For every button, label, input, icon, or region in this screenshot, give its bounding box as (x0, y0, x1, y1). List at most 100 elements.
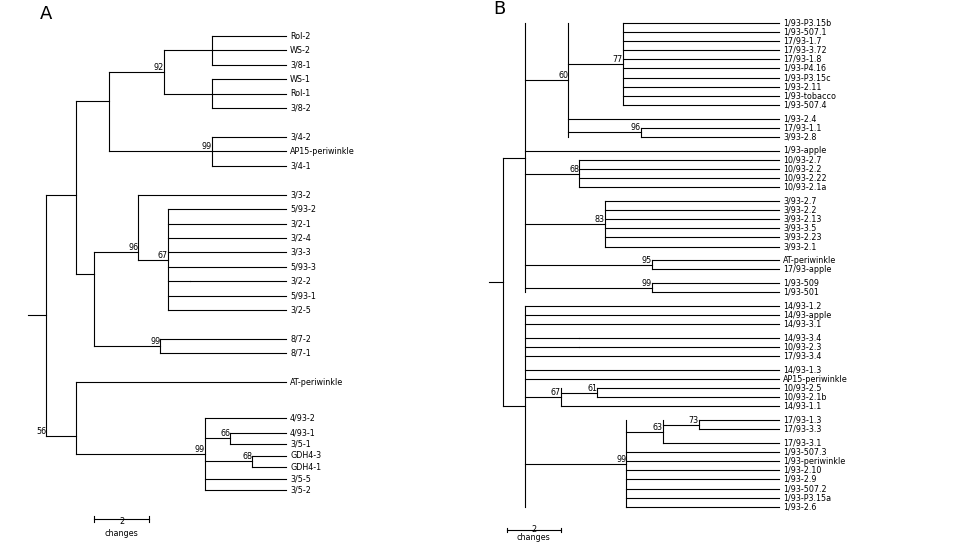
Text: 1/93-509: 1/93-509 (783, 278, 819, 288)
Text: Rol-1: Rol-1 (290, 89, 310, 98)
Text: 66: 66 (221, 430, 230, 438)
Text: 3/5-5: 3/5-5 (290, 474, 311, 483)
Text: 99: 99 (641, 279, 652, 288)
Text: 14/93-3.4: 14/93-3.4 (783, 333, 821, 342)
Text: 10/93-2.3: 10/93-2.3 (783, 342, 822, 352)
Text: B: B (493, 0, 506, 18)
Text: 17/93-3.4: 17/93-3.4 (783, 352, 822, 361)
Text: 3/93-2.23: 3/93-2.23 (783, 233, 822, 242)
Text: 10/93-2.5: 10/93-2.5 (783, 384, 822, 393)
Text: 1/93-2.4: 1/93-2.4 (783, 114, 816, 123)
Text: 3/93-2.1: 3/93-2.1 (783, 242, 816, 251)
Text: 17/93-1.1: 17/93-1.1 (783, 123, 822, 133)
Text: GDH4-1: GDH4-1 (290, 463, 322, 472)
Text: 17/93-3.72: 17/93-3.72 (783, 45, 827, 55)
Text: 17/93-1.3: 17/93-1.3 (783, 415, 822, 425)
Text: 1/93-apple: 1/93-apple (783, 146, 827, 155)
Text: 3/4-1: 3/4-1 (290, 161, 311, 170)
Text: 68: 68 (569, 164, 579, 174)
Text: AP15-periwinkle: AP15-periwinkle (783, 374, 848, 384)
Text: 99: 99 (194, 446, 204, 454)
Text: 3/93-2.7: 3/93-2.7 (783, 196, 817, 206)
Text: 14/93-3.1: 14/93-3.1 (783, 319, 821, 329)
Text: 99: 99 (202, 142, 212, 151)
Text: 10/93-2.7: 10/93-2.7 (783, 155, 822, 164)
Text: 1/93-507.1: 1/93-507.1 (783, 27, 827, 37)
Text: changes: changes (517, 533, 551, 541)
Text: 17/93-1.8: 17/93-1.8 (783, 55, 822, 64)
Text: 14/93-1.2: 14/93-1.2 (783, 301, 822, 311)
Text: 10/93-2.22: 10/93-2.22 (783, 174, 827, 182)
Text: 3/4-2: 3/4-2 (290, 133, 311, 141)
Text: 56: 56 (36, 427, 46, 436)
Text: 83: 83 (594, 215, 605, 224)
Text: 1/93-P4.16: 1/93-P4.16 (783, 64, 826, 73)
Text: 3/3-3: 3/3-3 (290, 248, 311, 257)
Text: WS-1: WS-1 (290, 75, 311, 84)
Text: GDH4-3: GDH4-3 (290, 451, 322, 460)
Text: 3/93-2.2: 3/93-2.2 (783, 206, 817, 215)
Text: 3/2-1: 3/2-1 (290, 219, 311, 228)
Text: 3/5-2: 3/5-2 (290, 486, 311, 495)
Text: 95: 95 (641, 256, 652, 265)
Text: AP15-periwinkle: AP15-periwinkle (290, 147, 355, 156)
Text: 67: 67 (157, 250, 168, 260)
Text: 1/93-periwinkle: 1/93-periwinkle (783, 456, 845, 466)
Text: 5/93-2: 5/93-2 (290, 204, 316, 214)
Text: 3/2-5: 3/2-5 (290, 306, 311, 315)
Text: 2: 2 (119, 517, 125, 527)
Text: AT-periwinkle: AT-periwinkle (783, 256, 836, 265)
Text: 4/93-2: 4/93-2 (290, 414, 316, 423)
Text: 17/93-3.1: 17/93-3.1 (783, 438, 822, 448)
Text: 1/93-501: 1/93-501 (783, 288, 819, 297)
Text: WS-2: WS-2 (290, 46, 311, 55)
Text: 3/2-4: 3/2-4 (290, 233, 311, 242)
Text: 4/93-1: 4/93-1 (290, 428, 316, 437)
Text: 17/93-apple: 17/93-apple (783, 265, 831, 274)
Text: 3/2-2: 3/2-2 (290, 277, 311, 286)
Text: 2: 2 (531, 526, 537, 534)
Text: 77: 77 (612, 55, 623, 64)
Text: 17/93-1.7: 17/93-1.7 (783, 37, 822, 45)
Text: 14/93-1.3: 14/93-1.3 (783, 366, 821, 374)
Text: 8/7-1: 8/7-1 (290, 349, 311, 358)
Text: A: A (40, 5, 53, 24)
Text: 1/93-tobacco: 1/93-tobacco (783, 92, 836, 100)
Text: 96: 96 (631, 123, 641, 133)
Text: 63: 63 (653, 423, 662, 431)
Text: 1/93-2.11: 1/93-2.11 (783, 82, 822, 92)
Text: 3/5-1: 3/5-1 (290, 439, 311, 449)
Text: AT-periwinkle: AT-periwinkle (290, 378, 344, 387)
Text: 67: 67 (551, 389, 561, 397)
Text: 1/93-P3.15a: 1/93-P3.15a (783, 493, 831, 503)
Text: 1/93-P3.15b: 1/93-P3.15b (783, 18, 831, 27)
Text: 3/93-2.13: 3/93-2.13 (783, 215, 822, 224)
Text: 3/8-2: 3/8-2 (290, 104, 311, 113)
Text: 1/93-2.9: 1/93-2.9 (783, 475, 817, 484)
Text: 1/93-2.6: 1/93-2.6 (783, 503, 816, 511)
Text: changes: changes (105, 529, 138, 538)
Text: 1/93-507.2: 1/93-507.2 (783, 484, 827, 493)
Text: 60: 60 (559, 71, 568, 80)
Text: 3/93-2.8: 3/93-2.8 (783, 133, 816, 141)
Text: 1/93-507.3: 1/93-507.3 (783, 448, 827, 456)
Text: 3/93-3.5: 3/93-3.5 (783, 224, 816, 233)
Text: 73: 73 (688, 416, 699, 425)
Text: 17/93-3.3: 17/93-3.3 (783, 425, 822, 434)
Text: 1/93-P3.15c: 1/93-P3.15c (783, 73, 830, 82)
Text: 10/93-2.1a: 10/93-2.1a (783, 182, 827, 192)
Text: 14/93-apple: 14/93-apple (783, 311, 831, 319)
Text: 61: 61 (588, 384, 597, 393)
Text: 10/93-2.2: 10/93-2.2 (783, 164, 822, 174)
Text: 1/93-507.4: 1/93-507.4 (783, 100, 827, 110)
Text: 96: 96 (129, 243, 138, 253)
Text: 14/93-1.1: 14/93-1.1 (783, 402, 821, 411)
Text: 92: 92 (154, 63, 164, 72)
Text: 99: 99 (616, 454, 626, 464)
Text: 5/93-3: 5/93-3 (290, 262, 316, 271)
Text: Rol-2: Rol-2 (290, 32, 310, 41)
Text: 99: 99 (150, 337, 160, 346)
Text: 3/8-1: 3/8-1 (290, 60, 311, 70)
Text: 3/3-2: 3/3-2 (290, 190, 311, 199)
Text: 10/93-2.1b: 10/93-2.1b (783, 393, 827, 402)
